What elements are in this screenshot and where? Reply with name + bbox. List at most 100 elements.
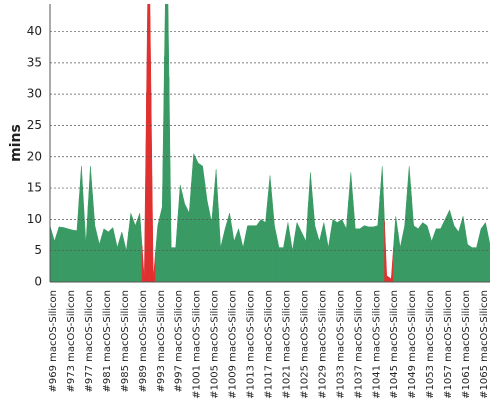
x-tick-label: #977 macOS-Silicon — [84, 290, 95, 392]
area-segment — [213, 169, 219, 283]
x-tick-label: #1053 macOS-Silicon — [425, 290, 436, 399]
x-tick-label: #973 macOS-Silicon — [66, 290, 77, 392]
area-segment — [137, 213, 143, 283]
y-tick-label: 15 — [27, 181, 42, 195]
area-segment — [393, 216, 399, 283]
area-segment — [83, 205, 89, 283]
x-tick-label: #1033 macOS-Silicon — [335, 290, 346, 399]
area-segment — [487, 233, 490, 283]
area-segment — [469, 245, 475, 283]
x-tick-label: #1057 macOS-Silicon — [443, 290, 454, 399]
area-segment — [478, 224, 484, 283]
area-segment — [321, 222, 327, 283]
y-tick-label: 5 — [34, 243, 42, 257]
y-tick-label: 20 — [27, 149, 42, 163]
x-tick-label: #1029 macOS-Silicon — [317, 290, 328, 399]
area-segment — [173, 216, 179, 283]
area-segment — [460, 216, 466, 283]
area-segment — [96, 234, 102, 283]
area-segment — [303, 206, 309, 283]
area-segment — [65, 227, 71, 283]
area-segment — [348, 172, 354, 283]
x-tick-label: #1041 macOS-Silicon — [371, 290, 382, 399]
area-segment — [289, 236, 295, 283]
y-tick-label: 40 — [27, 24, 42, 38]
area-segment — [195, 158, 201, 283]
area-segment — [352, 200, 358, 283]
x-tick-label: #1045 macOS-Silicon — [389, 290, 400, 399]
area-segment — [397, 231, 403, 283]
area-segment — [298, 227, 304, 283]
area-segment — [114, 237, 120, 283]
area-segment — [375, 195, 381, 283]
area-segment — [222, 220, 228, 283]
area-segment — [343, 200, 349, 283]
area-segment — [429, 233, 435, 283]
area-segment — [191, 152, 197, 283]
area-segment — [402, 195, 408, 283]
x-tick-label: #997 macOS-Silicon — [174, 290, 185, 392]
area-segment — [56, 226, 62, 283]
area-segment — [451, 217, 457, 283]
area-segment — [406, 166, 412, 283]
x-tick-label: #985 macOS-Silicon — [120, 290, 131, 392]
area-segment — [105, 229, 111, 283]
area-segment — [150, 92, 156, 283]
area-segment — [74, 198, 80, 283]
x-tick-label: #969 macOS-Silicon — [48, 290, 59, 392]
area-segment — [285, 222, 291, 283]
area-segment — [424, 223, 430, 283]
area-segment — [379, 166, 385, 283]
y-tick-label: 10 — [27, 212, 42, 226]
area-segment — [294, 221, 300, 283]
y-axis-label: mins — [8, 124, 24, 162]
x-tick-label: #1021 macOS-Silicon — [281, 290, 292, 399]
area-segment — [186, 183, 192, 283]
area-segment — [254, 221, 260, 283]
area-segment — [474, 238, 480, 283]
area-segment — [164, 4, 170, 283]
y-tick-label: 0 — [34, 275, 42, 289]
area-segment — [271, 200, 277, 283]
area-segment — [240, 236, 246, 283]
x-tick-label: #1009 macOS-Silicon — [228, 290, 239, 399]
area-segment — [420, 222, 426, 283]
x-tick-label: #1065 macOS-Silicon — [479, 290, 490, 399]
x-tick-label: #1037 macOS-Silicon — [353, 290, 364, 399]
x-tick-label: #1061 macOS-Silicon — [461, 290, 472, 399]
area-segment — [276, 236, 282, 283]
area-segment — [456, 224, 462, 283]
area-segment — [119, 230, 125, 283]
x-tick-label: #989 macOS-Silicon — [138, 290, 149, 392]
area-segment — [123, 231, 129, 283]
area-segment — [168, 76, 174, 283]
y-tick-label: 30 — [27, 87, 42, 101]
area-segment — [357, 226, 363, 283]
area-segment — [370, 225, 376, 283]
area-segment — [155, 216, 161, 283]
plot-area — [50, 4, 490, 283]
x-tick-label: #981 macOS-Silicon — [102, 290, 113, 392]
area-segment — [209, 195, 215, 283]
area-segment — [325, 233, 331, 283]
area-segment — [433, 228, 439, 283]
x-tick-label: #1049 macOS-Silicon — [407, 290, 418, 399]
area-segment — [200, 164, 206, 283]
area-segment — [141, 92, 147, 283]
area-segment — [312, 199, 318, 283]
area-segment — [465, 230, 471, 283]
y-tick-label: 35 — [27, 55, 42, 69]
area-segment — [307, 172, 313, 283]
x-tick-label: #1005 macOS-Silicon — [210, 290, 221, 399]
area-segment — [447, 209, 453, 283]
x-tick-label: #1001 macOS-Silicon — [192, 290, 203, 399]
area-segment — [231, 227, 237, 283]
area-segment — [316, 231, 322, 283]
x-tick-label: #993 macOS-Silicon — [156, 290, 167, 392]
area-segment — [366, 225, 372, 283]
area-segment — [438, 223, 444, 283]
area-segment — [101, 228, 107, 283]
area-segment — [249, 225, 255, 283]
area-segment — [415, 224, 421, 283]
